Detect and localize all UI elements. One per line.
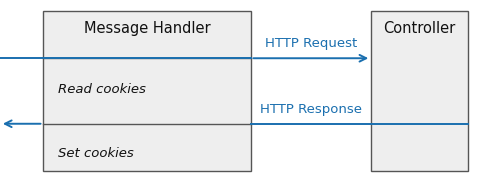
Text: Message Handler: Message Handler [84, 21, 210, 36]
Text: Set cookies: Set cookies [58, 147, 134, 160]
Text: Controller: Controller [383, 21, 455, 36]
Text: HTTP Response: HTTP Response [260, 103, 362, 116]
Text: HTTP Request: HTTP Request [265, 37, 357, 50]
Text: Read cookies: Read cookies [58, 83, 146, 96]
Bar [43, 11, 251, 171]
Bar [371, 11, 468, 171]
